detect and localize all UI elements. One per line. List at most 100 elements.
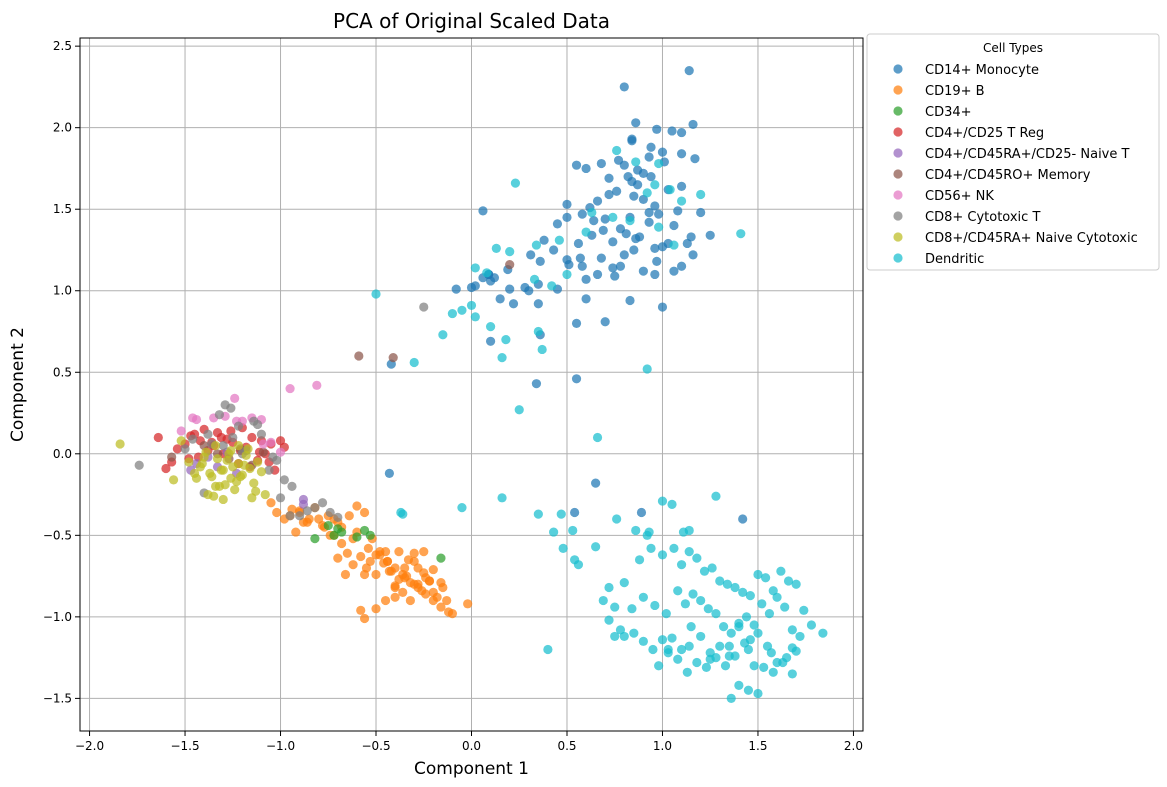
legend-marker [893,190,903,200]
data-point [669,240,679,250]
data-point [612,514,622,524]
data-point [275,447,286,457]
data-point [510,178,521,188]
data-point [188,434,198,444]
data-point [168,475,179,485]
data-point [696,631,706,642]
data-point [608,237,618,247]
data-point [279,475,289,485]
data-point [356,605,366,615]
data-point [676,196,687,206]
data-point [419,302,429,312]
data-point [654,661,664,671]
legend-label: CD4+/CD25 T Reg [925,126,1044,141]
data-point [711,491,721,501]
data-point [218,494,228,505]
data-point [575,253,585,263]
data-point [266,437,276,447]
legend-label: CD4+/CD45RO+ Memory [925,168,1091,183]
data-point [466,300,477,311]
data-point [172,444,182,454]
data-point [482,268,492,278]
data-point [539,235,549,245]
data-point [409,357,419,368]
data-point [657,242,668,252]
data-point [533,509,543,519]
data-point [682,667,692,677]
legend-item: CD14+ Monocyte [893,63,1039,78]
data-point [216,432,226,443]
data-point [310,503,320,513]
data-point [359,507,370,518]
data-point [485,336,496,346]
data-point [562,199,572,209]
data-point [652,124,662,134]
data-point [657,147,668,157]
data-point [409,556,419,567]
data-point [676,149,687,159]
data-point [667,126,677,136]
data-point [571,374,582,384]
data-point [340,569,351,580]
data-point [720,661,731,671]
legend-marker [893,253,903,263]
data-point [610,631,620,642]
data-point [256,467,267,477]
data-point [514,405,524,415]
data-point [799,605,809,615]
data-point [591,478,601,488]
data-point [791,579,801,589]
data-point [612,145,622,156]
data-point [644,217,654,227]
data-point [549,245,559,255]
data-point [390,592,400,602]
data-point [371,604,381,614]
data-point [209,491,219,501]
data-point [264,465,274,475]
data-point [654,222,664,232]
data-point [333,512,343,522]
data-point [629,245,639,255]
data-point [235,472,246,482]
data-point [214,410,225,420]
data-point [447,308,458,319]
data-point [715,576,725,586]
data-point [598,225,608,236]
legend-label: CD34+ [925,105,972,120]
data-point [604,189,614,200]
data-point [657,302,668,312]
data-point [663,644,673,655]
x-tick-label: −1.5 [170,739,199,753]
data-point [470,263,480,273]
legend-item: CD56+ NK [893,189,994,204]
data-point [359,569,370,580]
legend-label: CD56+ NK [925,189,994,204]
data-point [604,582,614,593]
data-point [442,595,452,606]
legend-item: Dendritic [893,252,984,267]
data-point [501,335,511,345]
data-point [612,186,622,196]
data-point [696,595,706,606]
data-point [699,566,710,576]
y-tick-label: −1.5 [43,691,72,705]
data-point [552,219,563,229]
data-point [688,589,698,599]
data-point [676,644,687,655]
data-point [115,439,125,449]
data-point [256,429,267,439]
data-point [398,509,408,519]
data-point [191,414,202,425]
data-point [734,622,744,632]
data-point [371,550,381,560]
data-point [356,551,366,562]
data-point [380,595,391,606]
data-point [650,180,660,190]
x-tick-label: 0.0 [462,739,481,753]
data-point [629,628,639,638]
data-point [230,485,240,495]
data-point [629,191,639,201]
data-point [285,383,295,394]
data-point [554,235,564,245]
x-tick-label: 1.0 [653,739,672,753]
